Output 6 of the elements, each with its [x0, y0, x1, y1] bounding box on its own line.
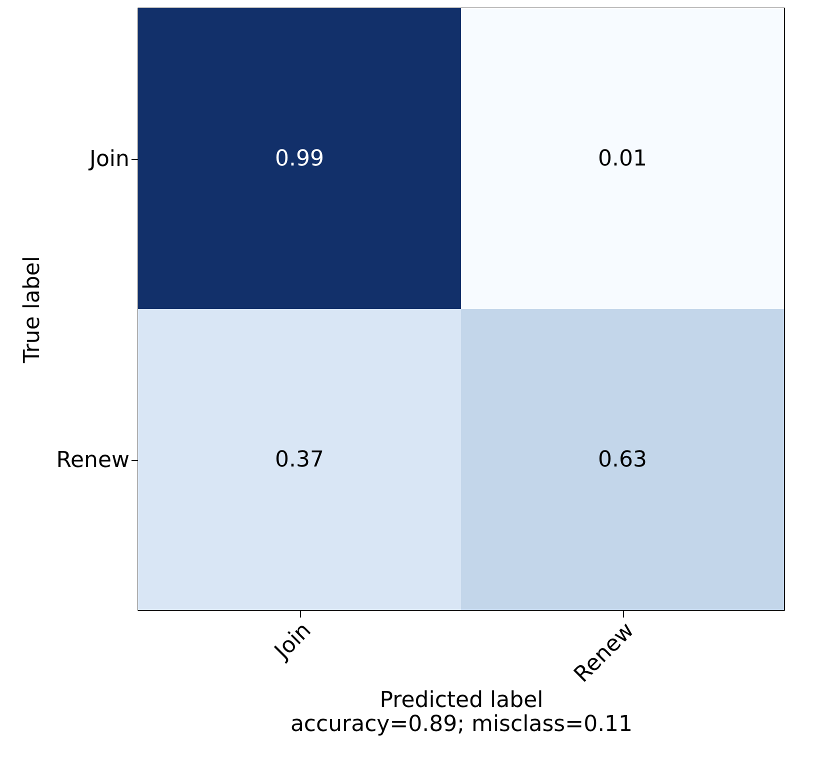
data-label: 0.37 — [275, 448, 324, 472]
data-label: 0.01 — [598, 146, 647, 172]
y-axis-title: True label — [20, 256, 46, 364]
data-label: 0.99 — [275, 146, 324, 172]
data-label: 0.63 — [598, 448, 647, 472]
x-axis-title: Predicted label accuracy=0.89; misclass=0.11 — [290, 688, 633, 738]
